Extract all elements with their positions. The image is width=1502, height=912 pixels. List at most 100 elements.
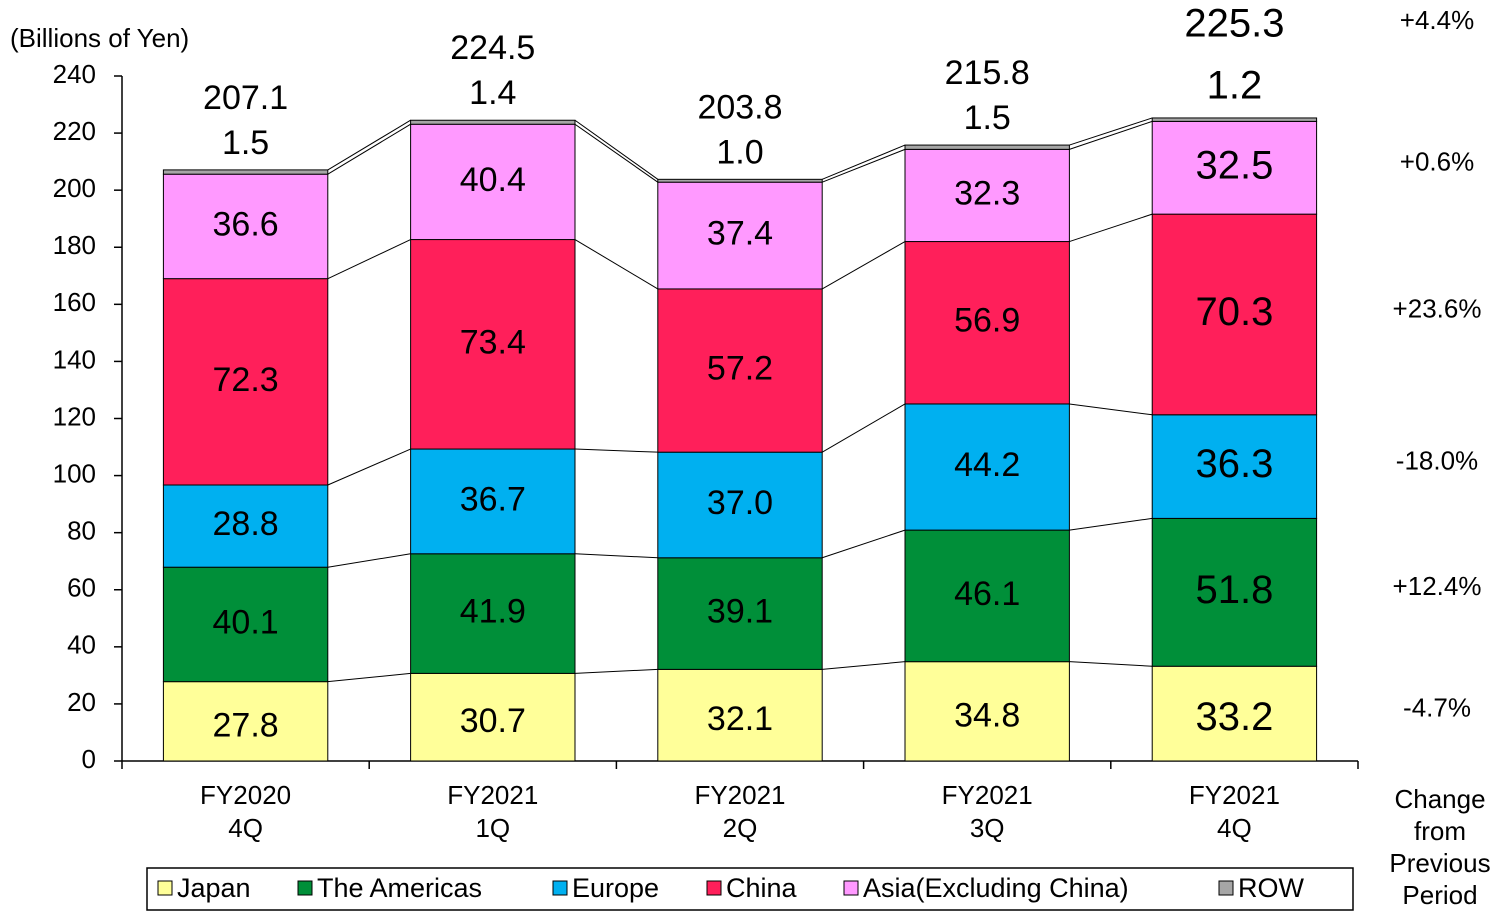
bar-segment <box>162 484 329 568</box>
connector <box>821 403 906 453</box>
data-label: 40.1 <box>213 603 279 641</box>
data-label: 37.0 <box>707 484 773 522</box>
bar-segment <box>657 181 823 290</box>
connector <box>821 241 906 290</box>
change-title: Previous <box>1389 848 1490 878</box>
data-label: 32.5 <box>1195 143 1273 187</box>
bar-segment <box>904 144 1070 150</box>
y-tick-label: 220 <box>53 116 96 146</box>
x-tick-label: FY2020 <box>200 780 291 810</box>
connector <box>574 448 658 453</box>
connector <box>1069 117 1153 146</box>
connector <box>574 668 658 674</box>
data-label: 32.1 <box>707 700 773 738</box>
data-label: 28.8 <box>213 505 279 543</box>
connector <box>1069 120 1153 150</box>
bar-segment <box>904 403 1070 531</box>
x-tick-label: 1Q <box>475 813 510 843</box>
x-tick-label: FY2021 <box>694 780 785 810</box>
data-label: 32.3 <box>954 174 1020 212</box>
connector <box>822 661 906 670</box>
connector <box>1069 661 1153 667</box>
bar-segment <box>410 672 576 762</box>
connector <box>327 123 411 175</box>
data-label: 40.4 <box>460 161 526 199</box>
legend-box <box>146 867 1354 911</box>
data-label: 34.8 <box>954 696 1020 734</box>
x-tick-label: 3Q <box>970 813 1005 843</box>
legend-label: Europe <box>572 873 659 903</box>
y-tick-label: 120 <box>53 401 96 431</box>
bar-segment <box>410 119 576 125</box>
data-label: 36.3 <box>1195 442 1273 486</box>
y-tick-label: 80 <box>67 516 96 546</box>
data-label: 1.5 <box>222 124 269 162</box>
bar-segment <box>410 239 576 450</box>
change-title: Change <box>1394 784 1485 814</box>
connector <box>327 239 411 280</box>
change-label: +23.6% <box>1393 293 1482 323</box>
bar-segment <box>1151 414 1318 519</box>
bar-segment <box>904 661 1070 762</box>
data-label: 37.4 <box>707 215 773 253</box>
data-label: 36.7 <box>460 480 526 518</box>
data-label: 1.0 <box>716 133 763 171</box>
x-tick-label: FY2021 <box>942 780 1033 810</box>
change-title: Period <box>1402 880 1477 910</box>
data-label: 57.2 <box>707 350 773 388</box>
total-label: 215.8 <box>945 54 1030 92</box>
bar-segment <box>1151 120 1318 215</box>
bar-segment <box>162 169 329 175</box>
connector <box>327 119 411 171</box>
connector <box>327 553 411 568</box>
data-label: 56.9 <box>954 302 1020 340</box>
change-label: +4.4% <box>1400 5 1474 35</box>
data-label: 44.2 <box>954 446 1020 484</box>
connector <box>822 148 906 183</box>
bar-segment <box>1151 213 1318 416</box>
x-tick-label: 4Q <box>228 813 263 843</box>
data-label: 27.8 <box>213 706 279 744</box>
bar-segment <box>904 148 1070 243</box>
y-tick-label: 60 <box>67 573 96 603</box>
data-label: 1.2 <box>1207 64 1263 108</box>
data-label: 46.1 <box>954 575 1020 613</box>
x-tick-label: FY2021 <box>1189 780 1280 810</box>
bar-segment <box>1151 665 1318 762</box>
connector <box>327 672 411 683</box>
y-tick-label: 40 <box>67 630 96 660</box>
total-label: 203.8 <box>697 88 782 126</box>
connector <box>574 119 659 180</box>
change-label: -4.7% <box>1403 692 1471 722</box>
connector <box>822 529 906 559</box>
data-label: 70.3 <box>1195 290 1273 334</box>
bar-segment <box>904 529 1070 663</box>
data-label: 1.5 <box>964 99 1011 137</box>
x-tick-label: 4Q <box>1217 813 1252 843</box>
change-title: from <box>1414 816 1466 846</box>
y-tick-label: 20 <box>67 687 96 717</box>
y-axis-label: (Billions of Yen) <box>10 23 189 53</box>
data-label: 39.1 <box>707 593 773 631</box>
bar-segment <box>162 566 329 683</box>
bar-segment <box>410 553 576 674</box>
data-label: 72.3 <box>213 361 279 399</box>
y-tick-label: 100 <box>53 458 96 488</box>
y-tick-label: 200 <box>53 173 96 203</box>
bar-segment <box>162 173 329 280</box>
legend-label: Japan <box>177 873 251 903</box>
data-label: 1.4 <box>469 74 516 112</box>
bar-segment <box>1151 517 1318 667</box>
connector <box>574 123 659 183</box>
y-tick-label: 140 <box>53 344 96 374</box>
legend-swatch <box>1218 880 1234 896</box>
bar-segment <box>1151 117 1318 122</box>
bar-segment <box>162 681 329 762</box>
bar-segment <box>657 557 823 670</box>
connector <box>1069 213 1153 243</box>
legend-swatch <box>297 880 313 896</box>
connector <box>327 448 411 486</box>
data-label: 36.6 <box>213 205 279 243</box>
legend-swatch <box>157 880 173 896</box>
